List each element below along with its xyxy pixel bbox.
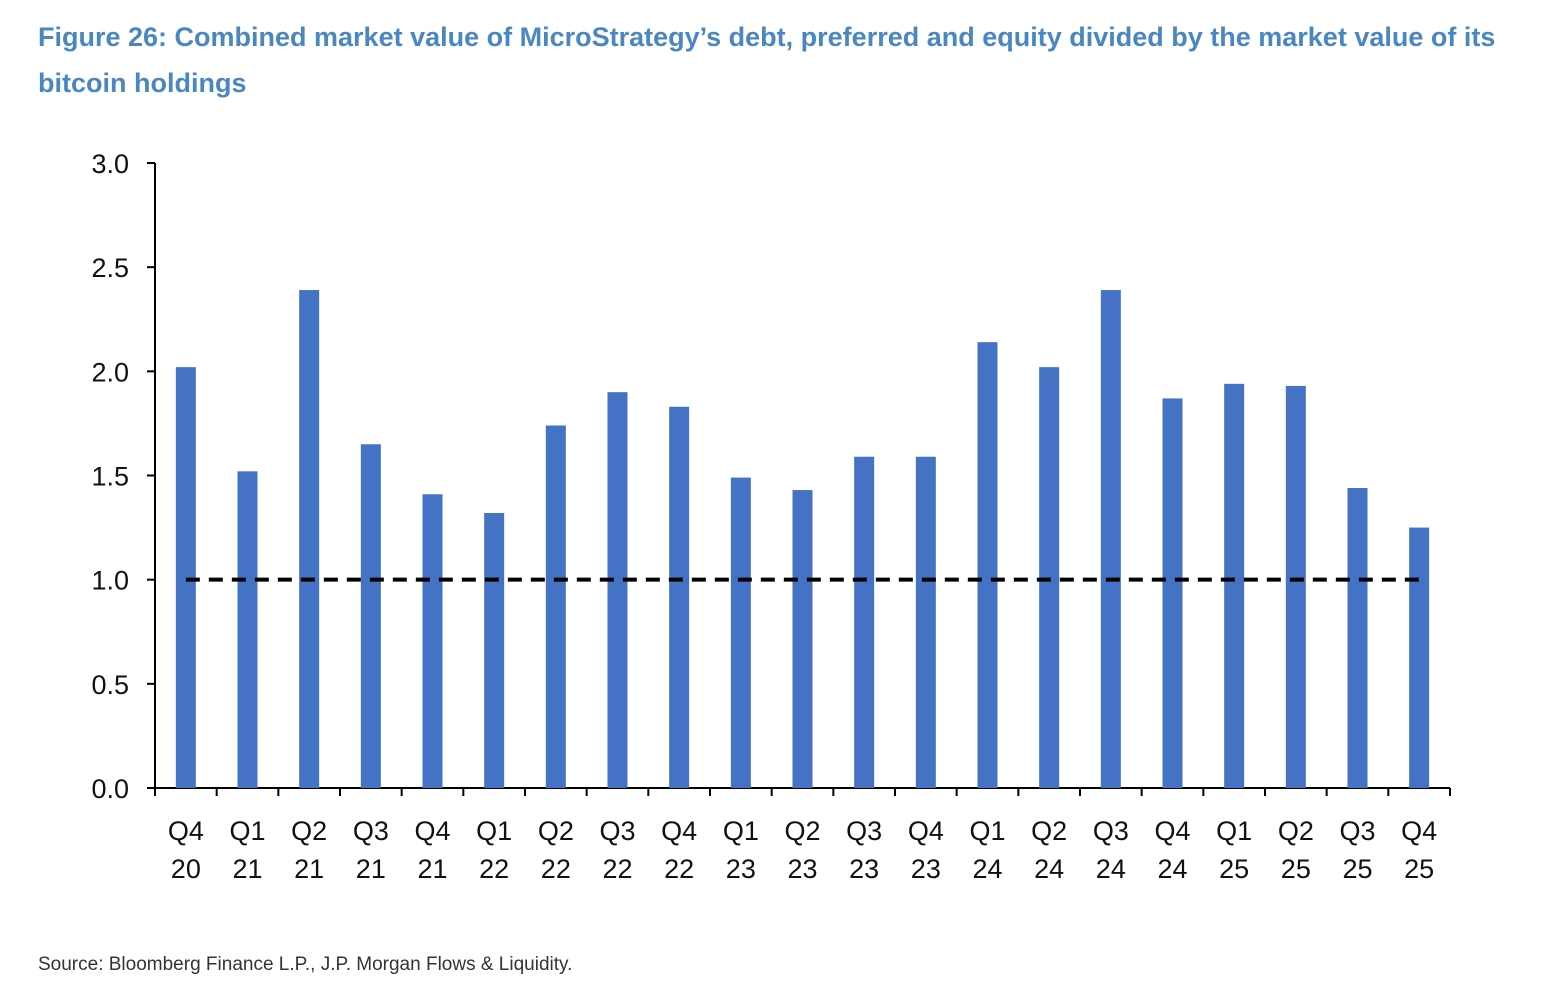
- y-tick-label: 2.5: [91, 253, 129, 283]
- x-tick-label: 23: [911, 854, 941, 884]
- bar: [1100, 290, 1121, 788]
- x-tick-label: Q3: [353, 816, 389, 846]
- x-tick-label: 25: [1219, 854, 1249, 884]
- x-tick-label: 22: [602, 854, 632, 884]
- x-tick-label: 24: [1096, 854, 1126, 884]
- x-tick-label: 24: [972, 854, 1002, 884]
- x-tick-label: 22: [479, 854, 509, 884]
- bar: [1224, 383, 1245, 788]
- bar: [422, 494, 443, 788]
- x-tick-label: 21: [232, 854, 262, 884]
- y-tick-label: 3.0: [91, 149, 129, 179]
- x-tick-label: Q1: [476, 816, 512, 846]
- x-tick-label: 21: [294, 854, 324, 884]
- bar: [1347, 488, 1368, 788]
- x-tick-label: 22: [664, 854, 694, 884]
- x-tick-label: Q4: [908, 816, 944, 846]
- y-tick-label: 0.5: [91, 670, 129, 700]
- x-tick-label: Q1: [969, 816, 1005, 846]
- x-tick-label: Q4: [1401, 816, 1437, 846]
- bar: [854, 456, 875, 788]
- x-tick-label: Q2: [784, 816, 820, 846]
- bar: [607, 392, 628, 788]
- x-tick-label: Q3: [846, 816, 882, 846]
- bar: [730, 477, 751, 788]
- bar: [1285, 385, 1306, 788]
- x-tick-label: Q2: [538, 816, 574, 846]
- x-tick-label: Q2: [1278, 816, 1314, 846]
- x-tick-label: Q1: [1216, 816, 1252, 846]
- x-tick-label: Q1: [229, 816, 265, 846]
- x-tick-label: 20: [171, 854, 201, 884]
- bar: [977, 342, 998, 788]
- x-tick-label: 23: [726, 854, 756, 884]
- x-tick-label: 25: [1281, 854, 1311, 884]
- x-tick-label: Q4: [168, 816, 204, 846]
- x-tick-label: 22: [541, 854, 571, 884]
- x-tick-label: 24: [1034, 854, 1064, 884]
- x-tick-label: Q4: [1154, 816, 1190, 846]
- x-tick-label: Q1: [723, 816, 759, 846]
- bar: [1162, 398, 1183, 788]
- x-tick-label: 21: [356, 854, 386, 884]
- x-tick-label: Q4: [414, 816, 450, 846]
- y-tick-label: 2.0: [91, 357, 129, 387]
- bar: [237, 471, 258, 788]
- x-tick-label: 25: [1342, 854, 1372, 884]
- bar: [915, 456, 936, 788]
- x-tick-label: 24: [1157, 854, 1187, 884]
- bar: [792, 490, 813, 788]
- bar: [175, 367, 196, 788]
- bar: [484, 513, 505, 788]
- bar: [1039, 367, 1060, 788]
- x-tick-label: Q2: [1031, 816, 1067, 846]
- x-tick-label: Q3: [1093, 816, 1129, 846]
- x-tick-label: Q2: [291, 816, 327, 846]
- bar: [360, 444, 381, 788]
- x-tick-label: Q3: [599, 816, 635, 846]
- bar: [1409, 527, 1430, 788]
- y-tick-label: 0.0: [91, 774, 129, 804]
- y-tick-label: 1.0: [91, 566, 129, 596]
- x-tick-label: 25: [1404, 854, 1434, 884]
- x-tick-label: Q3: [1339, 816, 1375, 846]
- y-tick-label: 1.5: [91, 462, 129, 492]
- x-tick-label: 21: [417, 854, 447, 884]
- x-tick-label: 23: [849, 854, 879, 884]
- x-tick-label: Q4: [661, 816, 697, 846]
- x-tick-label: 23: [787, 854, 817, 884]
- bar: [545, 425, 566, 788]
- bar: [669, 406, 690, 788]
- source-note: Source: Bloomberg Finance L.P., J.P. Mor…: [38, 954, 573, 975]
- bar: [299, 290, 320, 788]
- chart-title: Figure 26: Combined market value of Micr…: [38, 22, 1496, 98]
